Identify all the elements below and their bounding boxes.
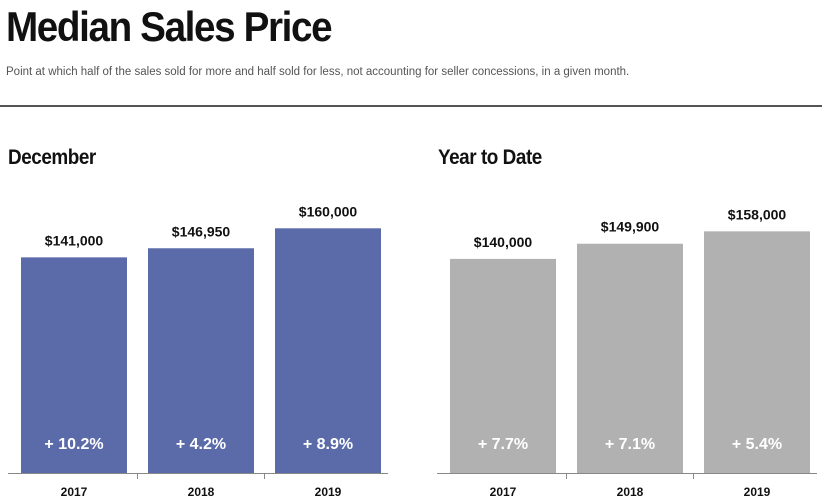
page-title: Median Sales Price: [6, 3, 333, 50]
ytd-chart-title: Year to Date: [438, 146, 542, 169]
page-subtitle: Point at which half of the sales sold fo…: [6, 66, 630, 78]
ytd-change-label: + 7.1%: [605, 436, 655, 453]
december-value-label: $160,000: [299, 203, 358, 219]
ytd-bar-2019: [704, 231, 810, 473]
ytd-bar-2017: [450, 258, 556, 473]
ytd-x-tick-label: 2019: [744, 485, 771, 498]
ytd-bar-2018: [577, 243, 683, 473]
december-bar-2017: [21, 257, 127, 473]
december-value-label: $146,950: [172, 223, 231, 239]
ytd-x-tick-label: 2018: [617, 485, 644, 498]
december-x-tick-label: 2017: [61, 485, 88, 498]
december-change-label: + 4.2%: [176, 436, 226, 453]
ytd-change-label: + 7.7%: [478, 436, 528, 453]
december-chart-title: December: [8, 146, 96, 169]
ytd-value-label: $149,900: [601, 219, 660, 235]
december-change-label: + 8.9%: [303, 436, 353, 453]
ytd-value-label: $158,000: [728, 206, 787, 222]
december-bar-2019: [275, 228, 381, 473]
ytd-x-tick-label: 2017: [490, 485, 517, 498]
ytd-value-label: $140,000: [474, 234, 533, 250]
december-x-tick-label: 2019: [315, 485, 342, 498]
december-x-tick-label: 2018: [188, 485, 215, 498]
december-change-label: + 10.2%: [44, 436, 103, 453]
december-bar-2018: [148, 248, 254, 473]
ytd-change-label: + 5.4%: [732, 436, 782, 453]
header-divider: [0, 105, 822, 107]
december-value-label: $141,000: [45, 232, 104, 248]
